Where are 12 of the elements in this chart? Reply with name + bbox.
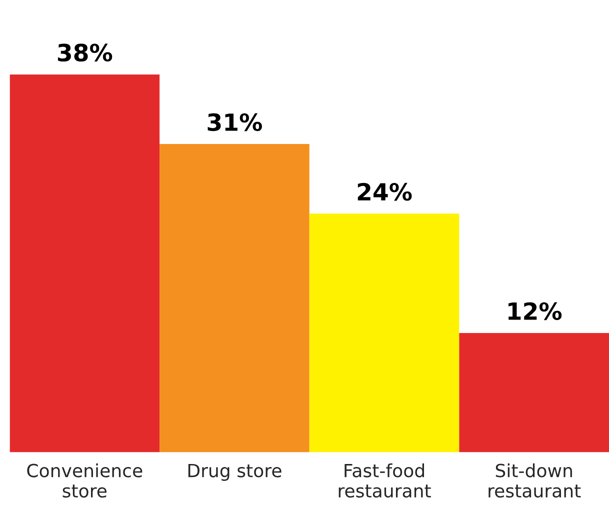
bar	[309, 214, 460, 452]
data-label: 12%	[508, 302, 562, 320]
data-label: 31%	[208, 113, 262, 132]
bar	[459, 332, 609, 452]
x-tick-label: Drug store	[188, 464, 282, 481]
x-tick-label: Fast-food restaurant	[338, 463, 431, 498]
data-label: 24%	[358, 182, 412, 201]
x-tick-label: Sit-down restaurant	[488, 463, 581, 498]
x-tick-label: Convenience store	[27, 463, 142, 498]
data-label: 38%	[58, 44, 112, 62]
bar	[10, 74, 160, 452]
bar	[160, 144, 310, 452]
